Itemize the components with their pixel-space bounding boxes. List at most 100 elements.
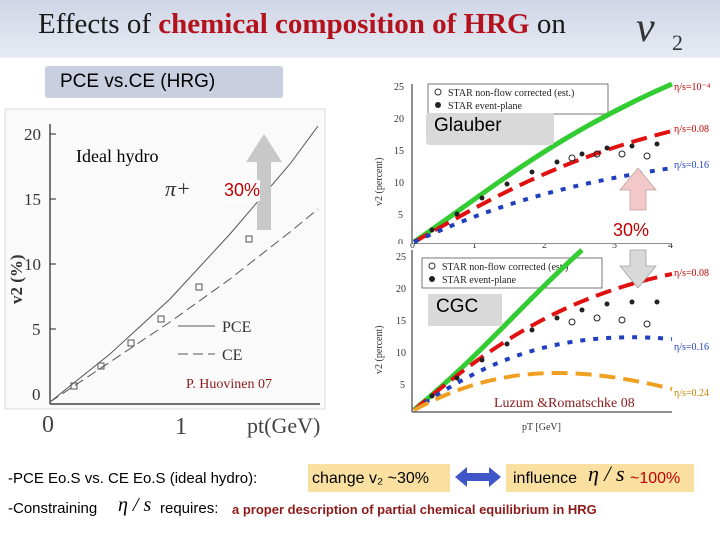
influence-highlight-box (506, 464, 694, 492)
data-marker (127, 339, 135, 347)
title-symbol: v (636, 5, 655, 51)
eta-over-s-symbol-2: η / s (118, 494, 152, 516)
rb-open-points (568, 314, 651, 328)
data-marker (97, 362, 105, 370)
rt-red-curve (413, 129, 673, 244)
rt-green-curve (412, 81, 673, 245)
rt-point (629, 143, 635, 149)
pce-curve (49, 125, 319, 403)
rt-legend-2: STAR event-plane (448, 101, 522, 112)
rt-ytick-10: 10 (394, 178, 404, 189)
eta-over-s-symbol: η / s (588, 461, 625, 486)
data-marker (157, 315, 165, 323)
requirement-description: a proper description of partial chemical… (232, 502, 597, 517)
left-plot-frame (4, 108, 326, 410)
rt-curve-label-3: η/s=0.16 (674, 160, 709, 171)
left-xtick-1: 1 (175, 414, 187, 440)
rt-point (654, 141, 660, 147)
rt-point (429, 227, 435, 233)
left-y-ticks: 20 15 10 5 0 (24, 125, 56, 404)
rb-xtick-2: 2 (542, 244, 547, 251)
rt-point (604, 145, 610, 151)
rb-curve-label-2: η/s=0.16 (674, 342, 709, 353)
rb-legend-1: STAR non-flow corrected (est.) (442, 262, 568, 273)
left-up-arrow (246, 134, 282, 230)
rt-point (479, 195, 485, 201)
rb-ytick-20: 20 (396, 284, 406, 295)
title-prefix: Effects of (38, 8, 159, 40)
rt-open-point (593, 150, 601, 158)
summary-row1-text: -PCE Eo.S vs. CE Eo.S (ideal hydro): (8, 470, 258, 487)
rt-legend-box (427, 83, 609, 115)
rb-point (429, 393, 435, 399)
influence-text: influence (513, 470, 578, 487)
summary-row2-text: -Constraining (8, 500, 98, 517)
arrow-down-head (619, 249, 657, 288)
left-y-axis-label: v2 (%) (7, 254, 26, 304)
rt-open-point (618, 150, 626, 158)
rb-curve-label-1: η/s=0.08 (674, 268, 709, 279)
rt-ytick-5: 5 (398, 210, 403, 221)
rb-legend-2: STAR event-plane (442, 275, 516, 286)
subtitle-box (45, 66, 283, 98)
cgc-label: CGC (428, 294, 502, 326)
right-double-arrow (619, 168, 657, 288)
rb-open-point (618, 316, 626, 324)
rb-xtick-4: 4 (668, 244, 673, 251)
rb-point (529, 327, 535, 333)
legend-ce-label: CE (222, 347, 242, 364)
ytick-20: 20 (24, 125, 41, 144)
double-arrow-icon (455, 467, 501, 487)
change-highlight-box (308, 464, 450, 492)
data-marker (195, 283, 203, 291)
data-marker (70, 382, 78, 390)
data-marker (245, 235, 253, 243)
rb-point (454, 375, 460, 381)
rb-legend-open-marker (428, 262, 436, 270)
rt-point (504, 181, 510, 187)
title-suffix: on (529, 8, 566, 40)
rb-ytick-25: 25 (396, 252, 406, 263)
rb-legend-box (421, 257, 603, 289)
rb-curve-label-3: η/s=0.24 (674, 388, 709, 399)
percent-label-right: 30% (613, 220, 650, 241)
rt-point (529, 169, 535, 175)
rt-point (579, 151, 585, 157)
double-arrow-shape (455, 467, 501, 487)
ytick-10: 10 (24, 255, 41, 274)
rt-curve-label-1: η/s=10⁻⁴ (674, 82, 711, 93)
rb-open-point (643, 320, 651, 328)
rb-filled-points (429, 299, 660, 399)
ytick-5: 5 (32, 320, 41, 339)
arrow-up-head (619, 168, 657, 211)
rb-x-axis-label: pT [GeV] (522, 422, 561, 433)
glauber-label: Glauber (426, 113, 554, 145)
rb-red-curve (412, 272, 673, 412)
rt-open-point (643, 152, 651, 160)
rb-y-axis-label: v2 (percent) (374, 325, 385, 374)
rb-open-point (593, 314, 601, 322)
rt-ytick-0: 0 (398, 238, 403, 248)
rt-filled-points (429, 141, 660, 233)
rb-point (629, 299, 635, 305)
rb-open-point (568, 318, 576, 326)
rt-ytick-15: 15 (394, 146, 404, 157)
rb-xtick-0: 0 (410, 244, 415, 251)
rb-point (654, 299, 660, 305)
legend-pce-label: PCE (222, 319, 251, 336)
ytick-0: 0 (32, 385, 41, 404)
ideal-hydro-label: Ideal hydro (76, 146, 159, 166)
right-top-plot: 25 20 15 10 5 0 v2 (percent) STAR non-fl… (372, 76, 712, 248)
influence-percent: ~100% (630, 470, 681, 487)
title-bar (0, 0, 720, 58)
rt-ytick-25: 25 (394, 82, 404, 93)
rt-open-point (568, 154, 576, 162)
rb-orange-curve (413, 370, 673, 412)
left-xtick-0: 0 (42, 412, 54, 438)
rb-ytick-15: 15 (396, 316, 406, 327)
rb-xtick-1: 1 (472, 244, 477, 251)
title-highlight: chemical composition of HRG (158, 8, 530, 40)
requires-text: requires: (160, 500, 219, 517)
rt-blue-curve (413, 166, 673, 244)
